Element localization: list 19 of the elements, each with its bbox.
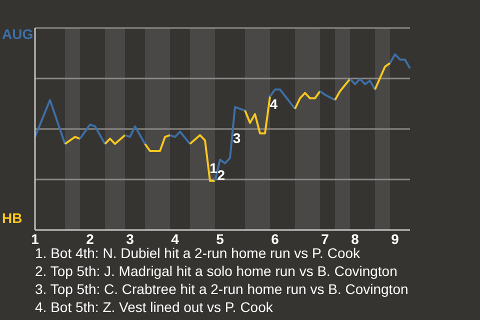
text: AUG [2, 26, 34, 42]
annotation: 2 [217, 166, 226, 183]
annotation: 3 [232, 130, 241, 146]
x-tick-label: 5 [216, 231, 224, 247]
text: 2. Top 5th: J. Madrigal hit a solo home run vs B. Covington [35, 262, 398, 280]
annotation: 4 [270, 96, 278, 112]
annotation: 1 [209, 160, 218, 176]
text: HB [2, 210, 22, 226]
x-tick-label: 6 [271, 231, 280, 247]
text: 1. Bot 4th: N. Dubiel hit a 2-run home run vs P. Cook [35, 245, 360, 261]
text: 3. Top 5th: C. Crabtree hit a 2-run home run vs B. Covington [35, 280, 408, 298]
text: 4. Bot 5th: Z. Vest lined out vs P. Cook [35, 298, 274, 316]
x-tick-label: 4 [171, 231, 180, 247]
x-tick-label: 3 [126, 231, 134, 247]
x-tick-label: 8 [351, 231, 360, 247]
x-tick-label: 1 [31, 231, 40, 247]
x-tick-label: 7 [321, 231, 330, 247]
x-tick-label: 2 [86, 231, 94, 247]
x-tick-label: 9 [391, 231, 400, 247]
